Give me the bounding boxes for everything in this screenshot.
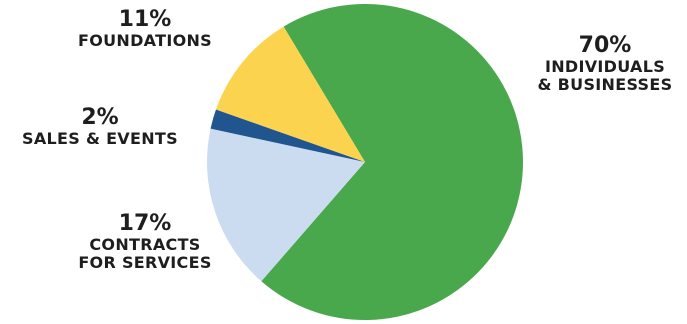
slice-label-contracts-for-services: 17% CONTRACTS FOR SERVICES [55, 211, 235, 272]
slice-label-foundations: 11% FOUNDATIONS [50, 7, 240, 51]
slice-name-contracts-line2: FOR SERVICES [78, 252, 212, 272]
pie-slice-sales-events [210, 109, 365, 162]
slice-percent-foundations: 11% [118, 7, 172, 32]
slice-name-individuals-line2: & BUSINESSES [537, 74, 673, 94]
slice-name-sales-events: SALES & EVENTS [22, 129, 178, 149]
slice-percent-contracts-for-services: 17% [118, 211, 172, 236]
slice-percent-sales-events: 2% [81, 105, 119, 130]
pie-slice-contracts-for-services [207, 128, 365, 282]
slice-name-foundations: FOUNDATIONS [77, 31, 213, 51]
slice-name-individuals-line1: INDIVIDUALS [544, 57, 666, 77]
slice-label-individuals-businesses: 70% INDIVIDUALS & BUSINESSES [520, 33, 687, 94]
pie-slice-individuals-businesses [261, 4, 523, 321]
pie-slice-foundations [215, 26, 365, 162]
slice-percent-individuals-businesses: 70% [578, 33, 632, 58]
slice-name-contracts-line1: CONTRACTS [89, 235, 201, 255]
slice-label-sales-events: 2% SALES & EVENTS [0, 105, 200, 149]
